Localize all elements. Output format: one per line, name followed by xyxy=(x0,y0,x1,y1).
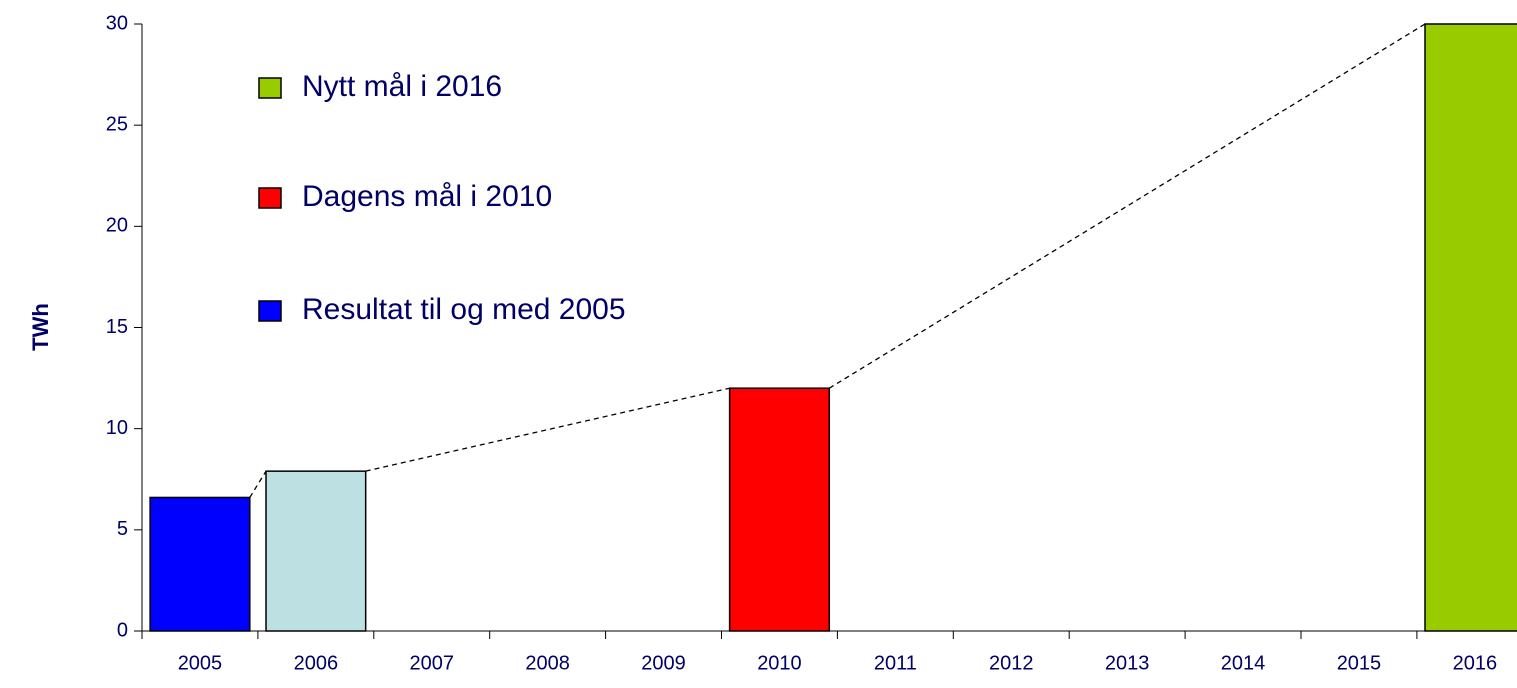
y-tick-label: 20 xyxy=(106,215,128,237)
x-tick-label: 2010 xyxy=(757,652,802,674)
x-tick-label: 2015 xyxy=(1337,652,1382,674)
x-tick-label: 2007 xyxy=(410,652,455,674)
x-tick-label: 2008 xyxy=(525,652,570,674)
y-tick-label: 10 xyxy=(106,417,128,439)
bar xyxy=(149,496,251,632)
connector-line xyxy=(365,387,730,472)
x-tick-label: 2011 xyxy=(874,652,917,674)
x-tick-label: 2013 xyxy=(1105,652,1150,674)
bar xyxy=(1424,23,1517,632)
x-tick-label: 2006 xyxy=(294,652,339,674)
x-tick-label: 2009 xyxy=(641,652,686,674)
y-axis-label: TWh xyxy=(28,303,53,351)
bar xyxy=(728,387,831,632)
y-tick-label: 15 xyxy=(106,316,128,338)
connector-line xyxy=(249,470,267,498)
legend-label: Nytt mål i 2016 xyxy=(302,70,502,103)
legend-label: Resultat til og med 2005 xyxy=(302,293,626,326)
x-tick-label: 2012 xyxy=(989,652,1034,674)
legend-swatch xyxy=(258,300,282,322)
legend-swatch xyxy=(258,187,282,209)
connector-line xyxy=(828,23,1426,389)
x-tick-label: 2014 xyxy=(1221,652,1266,674)
legend-label: Dagens mål i 2010 xyxy=(302,180,552,213)
legend-swatch xyxy=(258,77,282,99)
x-tick-label: 2005 xyxy=(178,652,223,674)
bar xyxy=(265,470,367,632)
y-tick-label: 0 xyxy=(117,619,128,641)
y-tick-label: 30 xyxy=(106,12,128,34)
y-tick-label: 25 xyxy=(106,113,128,135)
x-tick-label: 2016 xyxy=(1453,652,1498,674)
y-tick-label: 5 xyxy=(117,518,128,540)
